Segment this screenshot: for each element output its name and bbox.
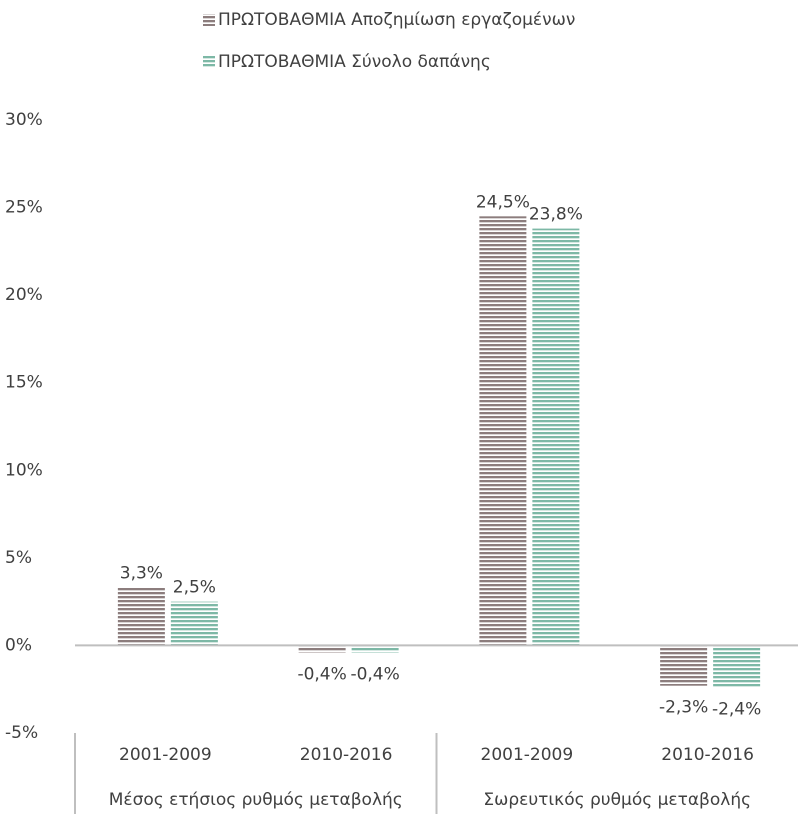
value-label: 23,8% — [529, 205, 583, 225]
y-tick-label: 0% — [5, 635, 32, 655]
value-label: 24,5% — [476, 192, 530, 212]
y-tick-label: 10% — [5, 460, 43, 480]
bar — [479, 216, 527, 646]
x-tick-label: 2010-2016 — [300, 745, 393, 765]
group-label: Σωρευτικός ρυθμός μεταβολής — [483, 790, 751, 810]
bar — [532, 228, 580, 646]
legend-label: ΠΡΩΤΟΒΑΘΜΙΑ Σύνολο δαπάνης — [218, 52, 491, 72]
x-tick-label: 2010-2016 — [661, 745, 754, 765]
bar — [351, 645, 399, 653]
bar — [298, 645, 346, 653]
x-tick-label: 2001-2009 — [481, 745, 574, 765]
bar — [170, 601, 218, 646]
legend-label: ΠΡΩΤΟΒΑΘΜΙΑ Αποζημίωση εργαζομένων — [218, 10, 575, 30]
bar — [660, 645, 708, 686]
y-tick-label: 25% — [5, 198, 43, 218]
y-tick-label: -5% — [5, 723, 38, 743]
legend-swatch — [203, 14, 215, 26]
value-label: 3,3% — [120, 564, 163, 584]
group-label: Μέσος ετήσιος ρυθμός μεταβολής — [109, 790, 403, 810]
value-label: -0,4% — [297, 664, 346, 684]
value-label: 2,5% — [173, 578, 216, 598]
bar — [713, 645, 761, 688]
value-label: -0,4% — [350, 664, 399, 684]
legend-swatch — [203, 56, 215, 68]
y-tick-label: 5% — [5, 548, 32, 568]
y-tick-label: 30% — [5, 110, 43, 130]
y-tick-label: 15% — [5, 373, 43, 393]
y-tick-label: 20% — [5, 285, 43, 305]
value-label: -2,4% — [712, 699, 761, 719]
bar — [117, 587, 165, 646]
x-tick-label: 2001-2009 — [119, 745, 212, 765]
value-label: -2,3% — [659, 698, 708, 718]
